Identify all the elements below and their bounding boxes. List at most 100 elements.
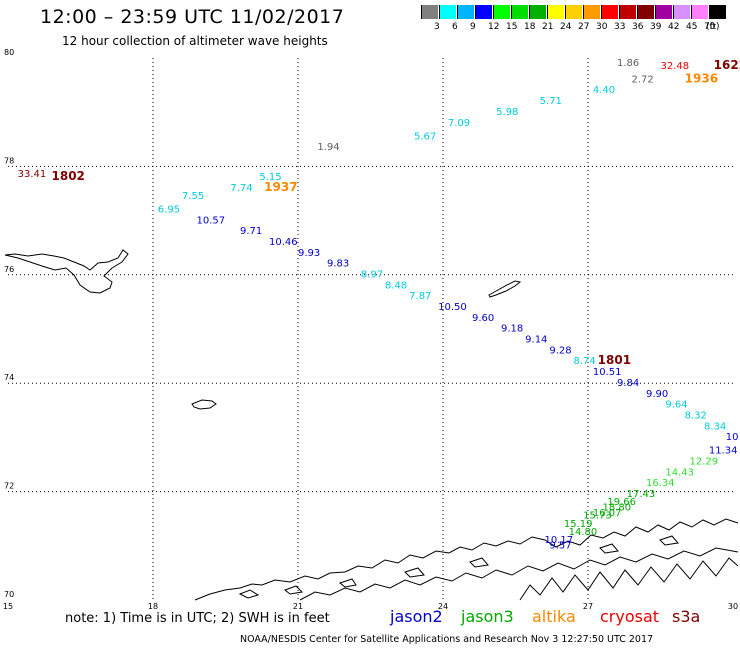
legend-tick-label: 18 [524,22,536,32]
wave-height-value: 9.90 [646,389,668,400]
wave-height-value: 16.34 [646,478,675,489]
legend-swatch [457,5,474,19]
latitude-tick-label: 80 [4,48,14,57]
wave-height-value: 4.40 [593,85,615,96]
legend-tick-label: 36 [632,22,644,32]
wave-height-value: 11.34 [709,446,738,457]
latitude-tick-label: 72 [4,482,14,491]
wave-height-value: 7.74 [230,183,252,194]
wave-height-value: 9.64 [665,400,687,411]
coastline-norway-inner [299,547,739,601]
legend-swatch [475,5,492,19]
wave-height-value: 7.55 [182,191,204,202]
wave-height-value: 12.29 [690,457,719,468]
satellite-label-s3a: s3a [672,607,701,626]
legend-swatch [709,5,726,19]
wave-height-value: 8.74 [574,356,596,367]
pass-time-tags: 1802 1937 1801 19361622 [52,58,740,367]
pass-time-label: 1937 [264,180,297,194]
legend-swatch [439,5,456,19]
legend-swatch [529,5,546,19]
pass-time-label: 1801 [598,353,631,367]
legend-swatch [673,5,690,19]
wave-height-value: 10.17 [545,535,574,546]
wave-height-value: 7.87 [409,291,431,302]
longitude-tick-label: 21 [293,602,303,611]
legend-swatch [637,5,654,19]
legend-swatch [565,5,582,19]
legend-swatch [601,5,618,19]
credit-line: NOAA/NESDIS Center for Satellite Applica… [240,634,654,645]
wave-height-value: 14.80 [569,527,598,538]
wave-height-value: 1.94 [317,142,339,153]
wave-height-value: 10 [726,432,739,443]
page-subtitle: 12 hour collection of altimeter wave hei… [62,34,328,48]
map-axes: 15 18 21 24 27 30 80 78 76 74 72 70 [3,48,738,611]
legend-tick-label: 39 [650,22,662,32]
longitude-tick-label: 15 [3,602,13,611]
latitude-tick-label: 74 [4,373,14,382]
longitude-tick-label: 18 [148,602,158,611]
wave-height-value: 10.50 [438,302,467,313]
wave-height-value: 9.28 [549,345,571,356]
wave-height-value: 8.48 [385,280,407,291]
legend-tick-label: 42 [668,22,680,32]
coastline-islands [238,535,679,599]
wave-height-value: 8.32 [685,410,707,421]
wave-height-observations: 33.411.945.157.747.556.9510.579.7110.469… [18,58,739,551]
legend-tick-label: 12 [488,22,500,32]
pass-time-label: 1622 [714,58,740,72]
legend-swatch [547,5,564,19]
legend-tick-label: 15 [506,22,518,32]
longitude-tick-label: 27 [583,602,593,611]
wave-height-value: 5.98 [496,107,518,118]
wave-height-value: 2.72 [632,74,654,85]
wave-height-value: 9.84 [617,378,639,389]
wave-height-value: 18.80 [603,503,632,514]
latitude-tick-label: 78 [4,156,14,165]
legend-tick-label: 30 [596,22,608,32]
legend-swatch [619,5,636,19]
map-grid [8,58,733,600]
wave-height-value: 7.09 [448,118,470,129]
legend-unit: (ft) [706,22,720,32]
wave-height-value: 5.71 [540,96,562,107]
pass-time-label: 1802 [52,169,85,183]
latitude-tick-label: 70 [4,590,14,599]
wave-height-value: 15.19 [564,519,593,530]
wave-height-value: 5.15 [259,172,281,183]
wave-height-value: 10.57 [197,215,226,226]
legend-tick-label: 9 [470,22,476,32]
legend-tick-label: 24 [560,22,572,32]
legend-tick-label: 6 [452,22,458,32]
latitude-tick-label: 76 [4,265,14,274]
wave-height-value: 16.07 [593,508,622,519]
wave-height-value: 15.73 [583,511,612,522]
satellite-label-jason3: jason3 [461,607,514,626]
footer-note: note: 1) Time is in UTC; 2) SWH is in fe… [65,611,330,626]
legend-swatch [691,5,708,19]
wave-height-value: 10.51 [593,367,622,378]
longitude-tick-label: 24 [438,602,448,611]
wave-height-value: 19.66 [607,497,636,508]
coastline-hopen [488,280,522,298]
wave-height-value: 9.71 [240,226,262,237]
satellite-label-cryosat: cryosat [600,607,660,626]
legend-swatch [583,5,600,19]
coastline [4,249,739,601]
coastline-fjords [519,557,739,601]
wave-height-value: 17.43 [627,489,656,500]
coastline-svalbard [4,249,129,294]
legend-tick-label: 33 [614,22,626,32]
wave-height-value: 1.86 [617,58,639,69]
wave-height-value: 5.67 [414,131,436,142]
wave-height-value: 8.97 [361,270,383,281]
wave-height-value: 10.46 [269,237,298,248]
longitude-tick-label: 30 [728,602,738,611]
wave-height-value: 9.18 [501,324,523,335]
legend-tick-label: 21 [542,22,554,32]
legend-tick-label: 45 [686,22,698,32]
legend-tick-label: 70 [704,22,716,32]
wave-height-value: 6.95 [158,204,180,215]
